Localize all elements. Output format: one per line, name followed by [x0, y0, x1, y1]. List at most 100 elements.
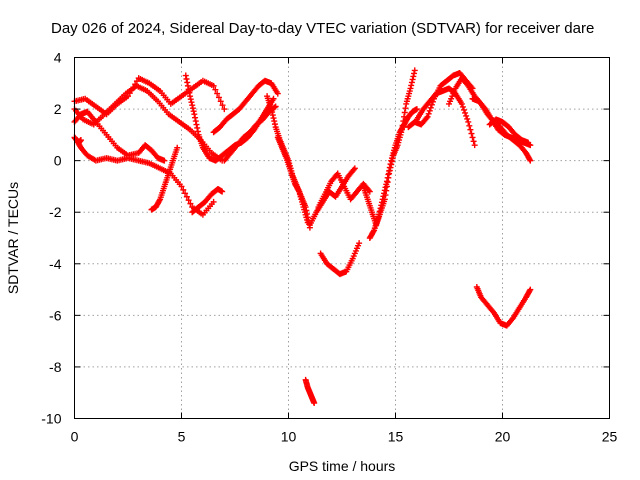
data-point: [409, 76, 416, 83]
data-point: [468, 130, 475, 137]
data-point: [269, 112, 276, 119]
series-track-5: [71, 134, 84, 146]
data-point: [214, 90, 221, 97]
gridlines: [74, 57, 610, 419]
y-tick-label: -8: [49, 359, 62, 375]
data-point: [384, 174, 391, 181]
data-point: [190, 108, 197, 115]
data-point: [385, 171, 392, 178]
data-point: [411, 70, 418, 77]
series-track-9: [210, 77, 281, 136]
series-track-17: [360, 67, 418, 229]
data-point: [210, 82, 217, 89]
data-point: [189, 105, 196, 112]
data-point: [464, 81, 471, 88]
data-point: [193, 121, 200, 128]
data-point: [366, 188, 373, 195]
y-tick-label: -2: [49, 204, 62, 220]
data-point: [381, 187, 388, 194]
data-point: [386, 167, 393, 174]
data-point: [375, 214, 382, 221]
data-point: [182, 72, 189, 79]
x-tick-label: 20: [495, 429, 511, 445]
series-track-2: [71, 75, 228, 118]
data-point: [509, 316, 516, 323]
data-point: [184, 79, 191, 86]
data-point: [219, 188, 226, 195]
data-points: [71, 67, 534, 407]
data-point: [481, 104, 488, 111]
data-point: [460, 106, 467, 113]
data-point: [270, 115, 277, 122]
x-tick-labels: 0 5 10 15 20 25: [71, 429, 618, 445]
y-tick-label: 0: [54, 153, 62, 169]
data-point: [407, 85, 414, 92]
data-point: [386, 164, 393, 171]
data-point: [187, 200, 194, 207]
x-tick-label: 0: [71, 429, 79, 445]
data-point: [527, 286, 534, 293]
data-point: [217, 98, 224, 105]
axis-ticks: [74, 57, 610, 419]
data-point: [221, 106, 228, 113]
data-point: [188, 99, 195, 106]
data-point: [350, 166, 357, 173]
data-point: [382, 184, 389, 191]
data-point: [459, 103, 466, 110]
y-tick-label: -6: [49, 307, 62, 323]
data-point: [215, 94, 222, 101]
y-tick-labels: -10 -8 -6 -4 -2 0 2 4: [41, 50, 61, 427]
data-point: [426, 107, 433, 114]
data-point: [527, 157, 534, 164]
data-point: [402, 105, 409, 112]
series-track-13: [302, 376, 318, 407]
data-point: [466, 122, 473, 129]
series-track-22: [469, 95, 534, 149]
data-point: [401, 109, 408, 116]
data-point: [271, 121, 278, 128]
data-point: [408, 79, 415, 86]
data-point: [424, 113, 431, 120]
series-track-23: [486, 116, 532, 146]
y-axis-label: SDTVAR / TECUs: [5, 182, 21, 294]
data-point: [377, 205, 384, 212]
data-point: [183, 193, 190, 200]
data-point: [383, 181, 390, 188]
data-point: [465, 118, 472, 125]
data-point: [464, 115, 471, 122]
data-point: [192, 114, 199, 121]
data-point: [189, 102, 196, 109]
data-point: [458, 100, 465, 107]
data-point: [525, 139, 532, 146]
data-point: [470, 138, 477, 145]
data-point: [185, 86, 192, 93]
data-point: [425, 110, 432, 117]
series-track-18: [366, 106, 420, 241]
data-point: [410, 73, 417, 80]
data-point: [271, 118, 278, 125]
series-track-20: [413, 85, 478, 149]
data-point: [77, 137, 84, 144]
data-point: [370, 228, 377, 235]
data-point: [376, 208, 383, 215]
series-track-10: [221, 103, 279, 164]
data-point: [471, 142, 478, 149]
data-point: [191, 111, 198, 118]
data-point: [295, 187, 302, 194]
data-point: [187, 93, 194, 100]
data-point: [185, 197, 192, 204]
x-tick-label: 10: [281, 429, 297, 445]
data-point: [174, 144, 181, 151]
data-point: [184, 82, 191, 89]
data-point: [156, 197, 163, 204]
data-point: [178, 183, 185, 190]
data-point: [413, 106, 420, 113]
data-point: [469, 134, 476, 141]
data-point: [356, 240, 363, 247]
data-point: [311, 400, 318, 407]
data-point: [212, 86, 219, 93]
data-point: [427, 104, 434, 111]
data-point: [526, 156, 533, 163]
y-tick-label: -4: [49, 256, 62, 272]
